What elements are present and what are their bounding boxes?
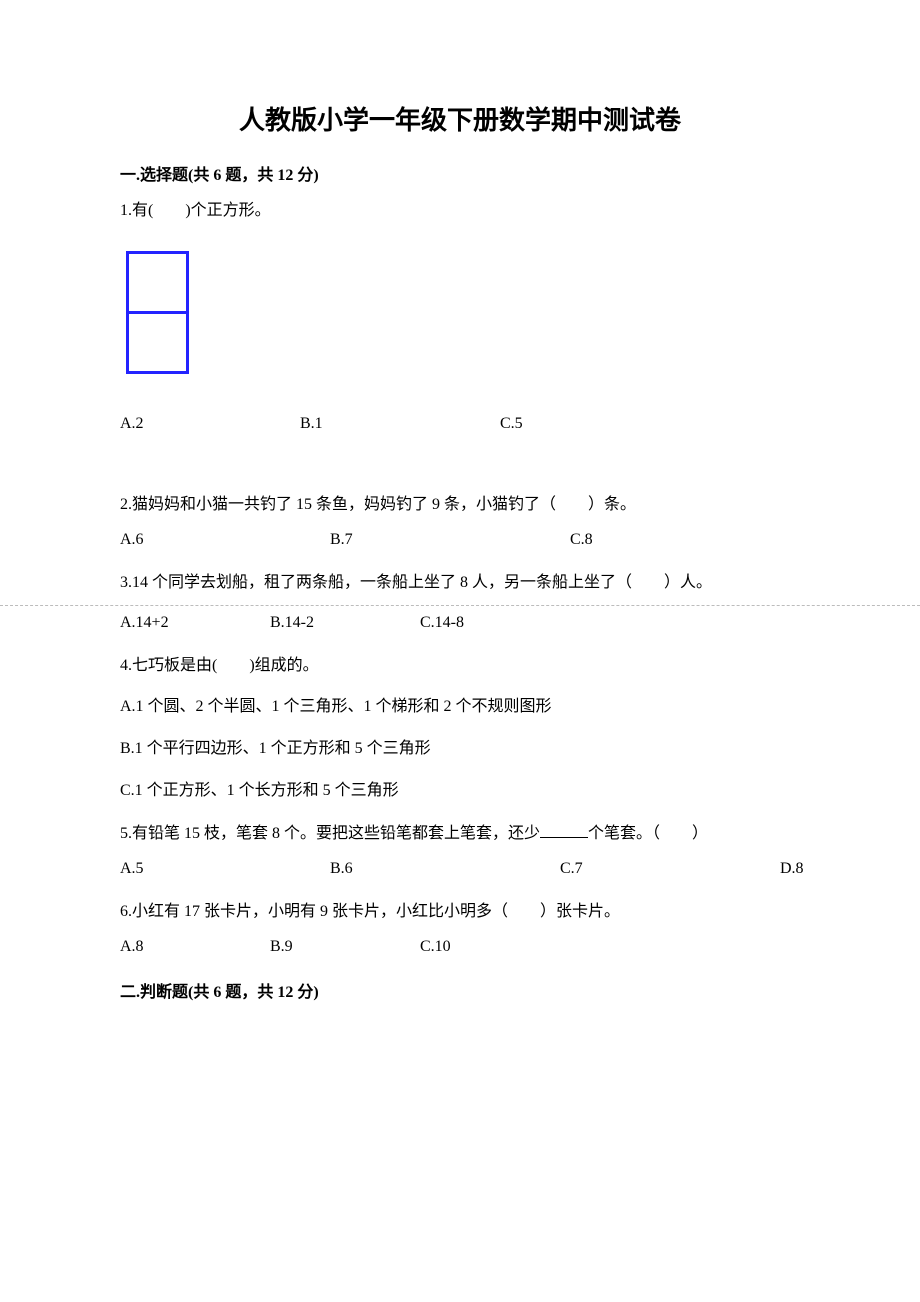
q1-opt-b: B.1 (300, 415, 500, 433)
q5-pre: 5.有铅笔 15 枝，笔套 8 个。要把这些铅笔都套上笔套，还少 (120, 825, 540, 842)
q2-opt-a: A.6 (120, 531, 330, 549)
q4-text: 4.七巧板是由( )组成的。 (120, 654, 800, 678)
q4-options: A.1 个圆、2 个半圆、1 个三角形、1 个梯形和 2 个不规则图形 B.1 … (120, 692, 800, 800)
q6-options: A.8 B.9 C.10 (120, 938, 800, 956)
q3-opt-b: B.14-2 (270, 614, 420, 632)
q6-text: 6.小红有 17 张卡片，小明有 9 张卡片，小红比小明多（ ）张卡片。 (120, 900, 800, 924)
section-1-header: 一.选择题(共 6 题，共 12 分) (120, 161, 800, 185)
q4-opt-c: C.1 个正方形、1 个长方形和 5 个三角形 (120, 776, 800, 800)
q1-figure (126, 251, 800, 379)
q1-text: 1.有( )个正方形。 (120, 199, 800, 223)
q3-text: 3.14 个同学去划船，租了两条船，一条船上坐了 8 人，另一条船上坐了（ ）人… (120, 571, 800, 595)
q2-opt-c: C.8 (570, 531, 593, 549)
q5-opt-c: C.7 (560, 860, 780, 878)
q4-opt-a: A.1 个圆、2 个半圆、1 个三角形、1 个梯形和 2 个不规则图形 (120, 692, 800, 716)
q5-post: 个笔套。（ ） (588, 825, 708, 842)
section-2-header: 二.判断题(共 6 题，共 12 分) (120, 978, 800, 1002)
q2-options: A.6 B.7 C.8 (120, 531, 800, 549)
q1-options: A.2 B.1 C.5 (120, 415, 800, 433)
q3-opt-c: C.14-8 (420, 614, 464, 632)
q5-opt-a: A.5 (120, 860, 330, 878)
q6-opt-b: B.9 (270, 938, 420, 956)
q5-text: 5.有铅笔 15 枝，笔套 8 个。要把这些铅笔都套上笔套，还少 个笔套。（ ） (120, 822, 800, 846)
q6-opt-c: C.10 (420, 938, 451, 956)
blank-underline (540, 822, 588, 838)
page-dotted-line (0, 605, 920, 606)
q5-options: A.5 B.6 C.7 D.8 (120, 860, 800, 878)
stacked-squares-icon (126, 251, 189, 374)
q5-opt-d: D.8 (780, 860, 804, 878)
q2-opt-b: B.7 (330, 531, 570, 549)
q1-opt-c: C.5 (500, 415, 523, 433)
q1-opt-a: A.2 (120, 415, 300, 433)
q2-text: 2.猫妈妈和小猫一共钓了 15 条鱼，妈妈钓了 9 条，小猫钓了（ ）条。 (120, 493, 800, 517)
q5-opt-b: B.6 (330, 860, 560, 878)
q3-options: A.14+2 B.14-2 C.14-8 (120, 614, 800, 632)
page-title: 人教版小学一年级下册数学期中测试卷 (120, 100, 800, 137)
q4-opt-b: B.1 个平行四边形、1 个正方形和 5 个三角形 (120, 734, 800, 758)
q3-opt-a: A.14+2 (120, 614, 270, 632)
q6-opt-a: A.8 (120, 938, 270, 956)
